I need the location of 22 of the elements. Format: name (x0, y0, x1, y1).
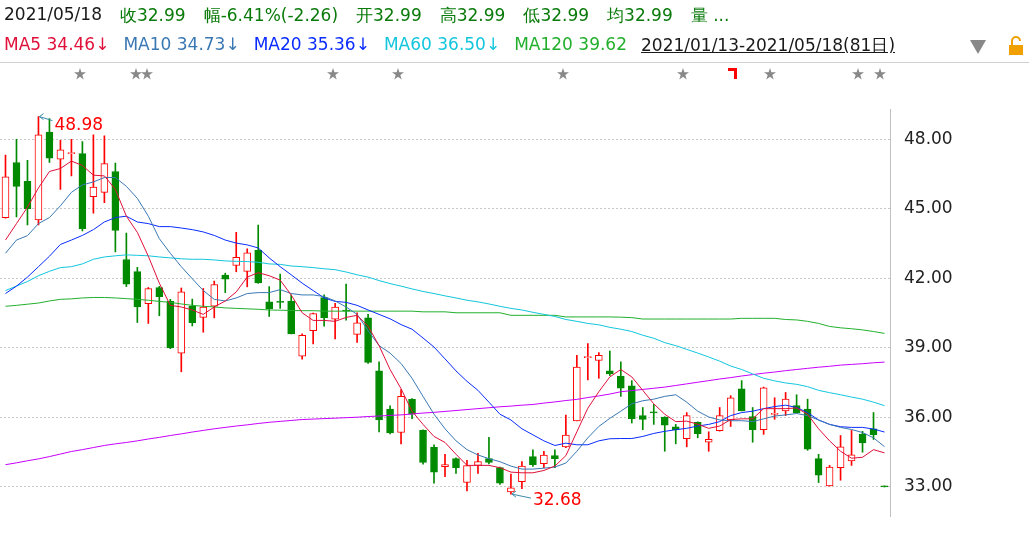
text: 低32.99 (523, 4, 590, 27)
text: MA60 36.50↓ (383, 34, 501, 56)
text: 高32.99 (439, 4, 506, 27)
y-tick-label: 42.00 (904, 266, 953, 287)
text: 幅-6.41%(-2.26) (203, 4, 339, 27)
chart-subtitle: 2021/01/13-2021/05/18(81日) (641, 34, 896, 57)
annotation: 48.98 (54, 114, 104, 135)
text: MA10 34.73↓ (123, 34, 240, 56)
text: MA20 35.36↓ (253, 34, 370, 56)
text: 开32.99 (356, 4, 422, 27)
y-tick-label: 45.00 (904, 197, 953, 218)
text: 收32.99 (119, 4, 186, 27)
y-tick-label: 39.00 (904, 336, 953, 357)
text: 2021/05/18 (4, 4, 102, 26)
annotation: 32.68 (532, 488, 582, 509)
text: MA5 34.46↓ (4, 34, 110, 56)
text: MA120 39.62 (514, 34, 628, 56)
text: 均32.99 (607, 4, 673, 27)
y-tick-label: 33.00 (904, 475, 953, 496)
y-tick-label: 36.00 (904, 405, 953, 426)
y-tick-label: 48.00 (904, 127, 953, 148)
text: 量 ... (690, 4, 730, 27)
